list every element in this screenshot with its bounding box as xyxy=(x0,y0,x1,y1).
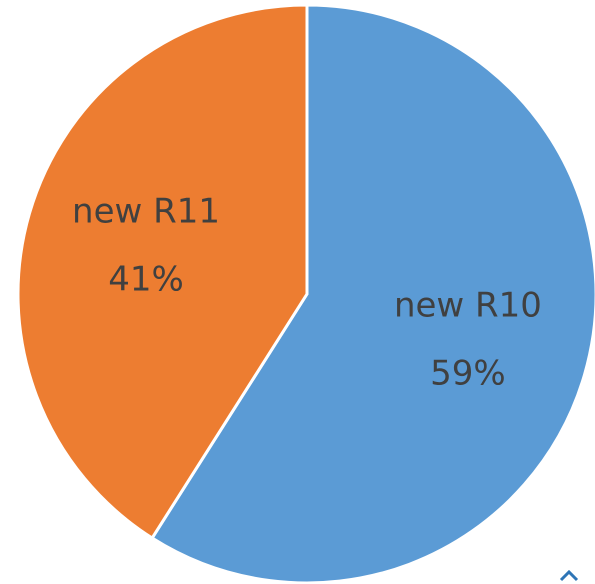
slice-label: new R10 xyxy=(394,285,542,325)
slice-value-label: 41% xyxy=(108,260,184,300)
pie-slice xyxy=(150,3,595,584)
pie-slice xyxy=(16,3,309,541)
slice-value-label: 59% xyxy=(430,353,506,393)
corner-icon xyxy=(559,569,579,582)
slice-label: new R11 xyxy=(72,192,220,232)
